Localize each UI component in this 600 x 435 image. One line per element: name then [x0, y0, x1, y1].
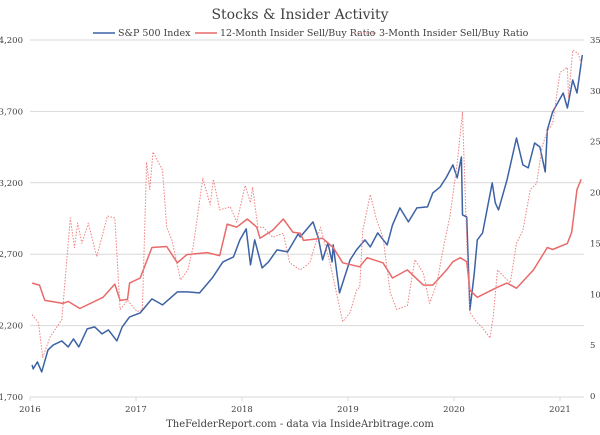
- y-right-tick-label: 25: [590, 138, 600, 148]
- x-tick-label: 2021: [549, 405, 571, 415]
- y-right-tick-label: 10: [590, 290, 600, 300]
- series-line-12-month-ratio: [31, 179, 582, 310]
- legend-label: 12-Month Insider Sell/Buy Ratio: [220, 28, 376, 39]
- y-left-tick-label: 2,700: [0, 250, 23, 260]
- series-lines: [31, 49, 584, 373]
- y-right-tick-label: 35: [590, 36, 600, 46]
- series-line-sp500: [31, 54, 584, 373]
- y-left-tick-label: 4,200: [0, 36, 23, 46]
- legend-item: S&P 500 Index: [93, 28, 191, 39]
- legend-label: 3-Month Insider Sell/Buy Ratio: [379, 28, 529, 39]
- y-left-tick-label: 1,700: [0, 393, 23, 403]
- y-left-tick-label: 2,200: [0, 322, 23, 332]
- gridlines: [30, 39, 584, 398]
- legend-label: S&P 500 Index: [118, 28, 191, 39]
- y-right-tick-label: 15: [590, 239, 600, 249]
- y-left-tick-label: 3,700: [0, 107, 23, 117]
- chart-title: Stocks & Insider Activity: [211, 7, 388, 23]
- y-right-tick-label: 30: [590, 87, 600, 97]
- y-right-tick-label: 5: [590, 341, 595, 351]
- y-right-tick-label: 20: [590, 189, 600, 199]
- series-line-3-month-ratio: [31, 49, 582, 358]
- chart-footer: TheFelderReport.com - data via InsideArb…: [166, 419, 434, 430]
- x-tick-label: 2016: [19, 405, 41, 415]
- x-tick-label: 2020: [443, 405, 465, 415]
- legend-item: 3-Month Insider Sell/Buy Ratio: [354, 28, 529, 39]
- y-right-tick-label: 0: [590, 392, 595, 402]
- legend: S&P 500 Index 12-Month Insider Sell/Buy R…: [93, 28, 529, 39]
- axes: 1,700 2,200 2,700 3,200 3,700 4,200 0 5 10 15 20 25…: [0, 36, 600, 415]
- legend-item: 12-Month Insider Sell/Buy Ratio: [195, 28, 376, 39]
- x-tick-label: 2019: [337, 405, 359, 415]
- x-tick-label: 2018: [231, 405, 253, 415]
- y-left-tick-label: 3,200: [0, 179, 23, 189]
- x-tick-label: 2017: [125, 405, 147, 415]
